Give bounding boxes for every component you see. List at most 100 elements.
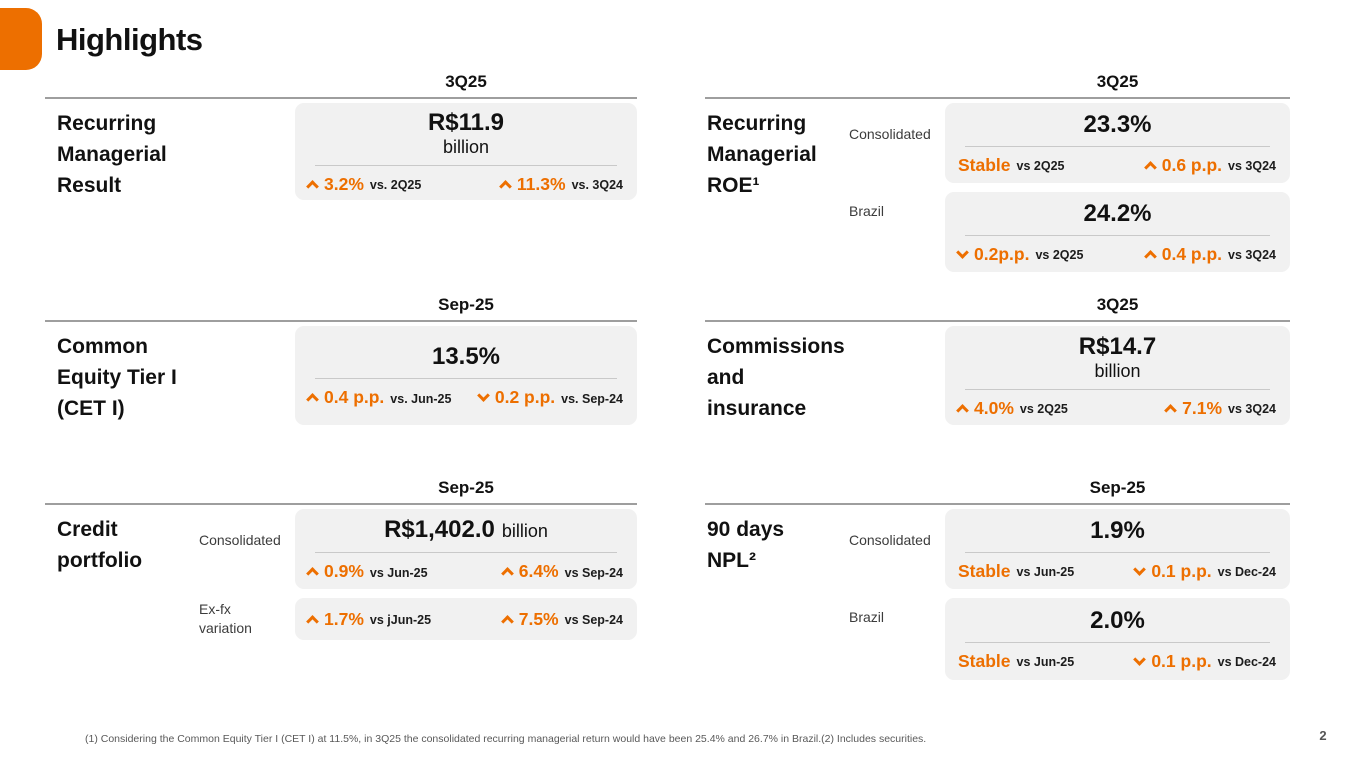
change-value: 1.7% — [324, 608, 364, 629]
change-period: vs 3Q24 — [1228, 248, 1276, 262]
changes-row: 1.7% vs jJun-25 7.5% vs Sep-24 — [295, 609, 637, 630]
period-header: Sep-25 — [438, 478, 494, 497]
change-item: 0.4 p.p. vs. Jun-25 — [306, 387, 451, 408]
change-item: 3.2% vs. 2Q25 — [306, 174, 422, 195]
metric-row: R$14.7 billion 4.0% vs 2Q25 7.1% vs 3Q24 — [945, 326, 1290, 425]
metric-recurring-managerial-result: 3Q25 Recurring Managerial Result R$11.9 b… — [45, 72, 637, 201]
up-arrow-icon — [956, 403, 969, 417]
metric-row: Consolidated 1.9% Stable vs Jun-25 0.1 p.… — [845, 509, 1290, 589]
down-arrow-icon — [1133, 652, 1147, 666]
change-value: 0.1 p.p. — [1151, 650, 1212, 671]
change-period: vs Jun-25 — [1016, 655, 1075, 669]
header-rule — [45, 320, 637, 322]
header-rule — [705, 97, 1290, 99]
box-divider — [965, 234, 1270, 236]
up-arrow-icon — [306, 614, 319, 628]
metric-value: R$1,402.0 billion — [295, 516, 637, 545]
box-divider — [965, 641, 1270, 643]
box-divider — [315, 552, 617, 553]
metric-label: Commissions and insurance — [707, 335, 845, 420]
change-item: 0.2p.p. vs 2Q25 — [956, 243, 1083, 265]
up-arrow-icon — [499, 179, 512, 193]
row-sublabel: Brazil — [849, 609, 885, 625]
metric-90-days-npl: Sep-25 90 days NPL² Consolidated 1.9% St… — [705, 478, 1290, 680]
value-unit: billion — [1094, 360, 1141, 381]
change-value: 0.6 p.p. — [1161, 154, 1223, 175]
metric-value: R$14.7 billion — [945, 333, 1290, 382]
change-value: 0.1 p.p. — [1151, 560, 1212, 581]
change-period: vs. 2Q25 — [369, 178, 422, 192]
change-item: 4.0% vs 2Q25 — [956, 398, 1068, 419]
up-arrow-icon — [1164, 403, 1178, 417]
value-number: R$1,402.0 — [384, 516, 495, 543]
up-arrow-icon — [1143, 160, 1157, 174]
value-box: 13.5% 0.4 p.p. vs. Jun-25 0.2 p.p. vs. Sep… — [295, 326, 637, 425]
change-period: vs Sep-24 — [564, 613, 623, 627]
period-header: 3Q25 — [1096, 295, 1139, 314]
changes-row: 3.2% vs. 2Q25 11.3% vs. 3Q24 — [295, 174, 637, 195]
change-item: 0.1 p.p. vs Dec-24 — [1133, 560, 1276, 582]
header-rule — [705, 503, 1290, 505]
change-value: 0.9% — [324, 561, 364, 581]
change-value: 0.2p.p. — [974, 243, 1030, 264]
metric-commissions-and-insurance: 3Q25 Commissions and insurance R$14.7 bil… — [705, 295, 1290, 425]
metric-row: Brazil 24.2% 0.2p.p. vs 2Q25 0.4 p.p. vs 3… — [845, 192, 1290, 272]
change-item: Stable vs Jun-25 — [958, 651, 1074, 672]
row-sublabel: Consolidated — [849, 532, 931, 548]
metric-value: 2.0% — [1090, 606, 1145, 634]
change-period: vs. 3Q24 — [571, 178, 623, 192]
row-sublabel: Consolidated — [849, 126, 931, 142]
changes-row: Stable vs 2Q25 0.6 p.p. vs 3Q24 — [945, 155, 1290, 176]
value-unit: billion — [442, 136, 490, 157]
metric-row: Ex-fx variation 1.7% vs jJun-25 7.5% vs Se… — [195, 598, 637, 640]
change-value: 7.5% — [518, 608, 559, 629]
value-box: R$1,402.0 billion 0.9% vs Jun-25 6.4% vs Se… — [295, 509, 637, 589]
change-value: 0.2 p.p. — [494, 387, 556, 407]
change-item: 0.2 p.p. vs. Sep-24 — [476, 387, 623, 408]
change-value: Stable — [958, 154, 1011, 175]
value-box: 1.9% Stable vs Jun-25 0.1 p.p. vs Dec-24 — [945, 509, 1290, 589]
change-period: vs Sep-24 — [564, 565, 623, 580]
change-item: 0.1 p.p. vs Dec-24 — [1133, 650, 1276, 672]
row-sublabel: Ex-fx variation — [199, 601, 252, 636]
metric-row: Consolidated 23.3% Stable vs 2Q25 0.6 p.p… — [845, 103, 1290, 183]
change-period: vs 3Q24 — [1228, 402, 1276, 416]
metric-row: Consolidated R$1,402.0 billion 0.9% vs Jun… — [195, 509, 637, 589]
metric-value: 23.3% — [1083, 110, 1152, 138]
change-period: vs. Sep-24 — [561, 391, 623, 406]
metric-common-equity-tier-1: Sep-25 Common Equity Tier I (CET I) 13.5… — [45, 295, 637, 425]
change-period: vs 3Q24 — [1228, 159, 1276, 173]
change-item: 7.1% vs 3Q24 — [1164, 397, 1276, 419]
value-number: R$11.9 — [427, 108, 505, 136]
change-item: Stable vs 2Q25 — [958, 155, 1065, 176]
metric-label: Recurring Managerial Result — [57, 112, 167, 197]
row-sublabel: Brazil — [849, 203, 885, 219]
value-box: 1.7% vs jJun-25 7.5% vs Sep-24 — [295, 598, 637, 640]
metric-label: Recurring Managerial ROE¹ — [707, 112, 817, 197]
value-box: R$11.9 billion 3.2% vs. 2Q25 11.3% vs. 3Q24 — [295, 103, 637, 200]
change-item: 0.4 p.p. vs 3Q24 — [1143, 244, 1276, 265]
up-arrow-icon — [500, 567, 514, 580]
page-number: 2 — [1319, 728, 1327, 743]
metric-row: R$11.9 billion 3.2% vs. 2Q25 11.3% vs. 3Q24 — [295, 103, 637, 200]
changes-row: 0.2p.p. vs 2Q25 0.4 p.p. vs 3Q24 — [945, 244, 1290, 265]
period-header: Sep-25 — [1089, 478, 1146, 497]
change-item: 11.3% vs. 3Q24 — [499, 174, 623, 195]
change-item: 0.9% vs Jun-25 — [306, 561, 428, 582]
up-arrow-icon — [500, 614, 514, 628]
down-arrow-icon — [476, 389, 490, 402]
down-arrow-icon — [1133, 562, 1147, 576]
metric-row: 13.5% 0.4 p.p. vs. Jun-25 0.2 p.p. vs. Sep… — [295, 326, 637, 425]
box-divider — [965, 388, 1270, 390]
box-divider — [965, 145, 1270, 147]
change-item: 1.7% vs jJun-25 — [306, 608, 431, 630]
row-sublabel: Consolidated — [199, 532, 281, 548]
metric-value: 1.9% — [1090, 516, 1145, 544]
up-arrow-icon — [306, 567, 319, 580]
metric-value: R$11.9 billion — [295, 109, 637, 158]
changes-row: 0.4 p.p. vs. Jun-25 0.2 p.p. vs. Sep-24 — [295, 387, 637, 408]
metric-recurring-managerial-roe: 3Q25 Recurring Managerial ROE¹ Consolida… — [705, 72, 1290, 272]
changes-row: 4.0% vs 2Q25 7.1% vs 3Q24 — [945, 398, 1290, 419]
changes-row: 0.9% vs Jun-25 6.4% vs Sep-24 — [295, 561, 637, 582]
change-value: 7.1% — [1182, 397, 1223, 418]
